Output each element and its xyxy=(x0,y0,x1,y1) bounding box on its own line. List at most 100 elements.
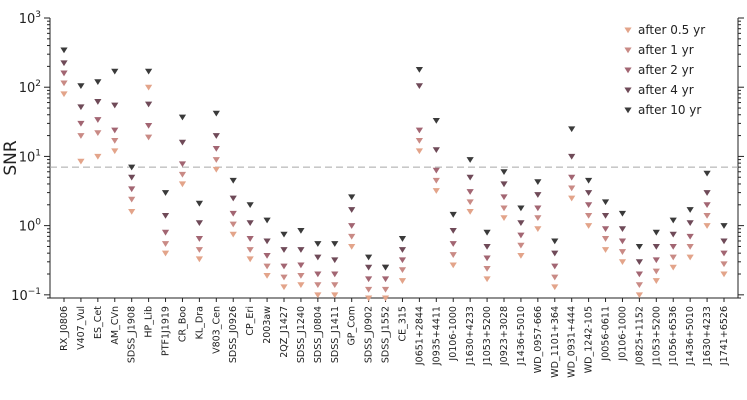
legend-marker xyxy=(624,87,632,94)
data-point-5 xyxy=(449,211,457,218)
data-point-3 xyxy=(381,276,390,283)
data-point-3 xyxy=(145,122,153,129)
x-tick-label: SDSS_J0926 xyxy=(228,306,239,363)
data-point-5 xyxy=(331,241,339,247)
x-tick-label: J1630+4233 xyxy=(465,306,476,366)
data-point-1 xyxy=(297,282,305,288)
data-point-2 xyxy=(551,274,559,281)
data-point-1 xyxy=(618,259,627,266)
data-point-5 xyxy=(652,229,660,236)
data-point-4 xyxy=(483,243,491,250)
data-point-3 xyxy=(686,233,694,240)
x-tick-label: J0825+1152 xyxy=(634,306,645,366)
data-point-2 xyxy=(500,205,508,212)
data-point-3 xyxy=(432,167,440,174)
x-tick-label: V407_Vul xyxy=(76,306,87,350)
data-point-3 xyxy=(568,174,576,181)
x-tick-label: SDSS_J0902 xyxy=(364,306,375,363)
x-tick-label: WD_1242-105 xyxy=(584,306,595,373)
data-point-4 xyxy=(348,207,356,213)
data-point-4 xyxy=(466,174,474,181)
data-point-1 xyxy=(585,223,593,229)
data-point-1 xyxy=(415,148,423,155)
data-point-3 xyxy=(669,243,677,250)
legend-label: after 4 yr xyxy=(638,83,694,97)
data-point-2 xyxy=(534,215,542,221)
data-point-3 xyxy=(703,202,711,209)
data-point-1 xyxy=(314,292,322,299)
data-point-4 xyxy=(246,220,254,227)
y-tick-label: 103 xyxy=(19,10,41,27)
data-point-3 xyxy=(601,226,610,233)
data-point-3 xyxy=(585,202,593,209)
data-point-4 xyxy=(263,238,271,245)
data-point-3 xyxy=(77,120,85,127)
data-point-5 xyxy=(720,223,728,229)
data-point-2 xyxy=(111,137,119,144)
data-point-5 xyxy=(483,229,491,236)
legend-marker xyxy=(624,67,632,74)
x-tick-label: J0106-1000 xyxy=(448,306,459,362)
data-point-1 xyxy=(669,264,677,271)
data-point-5 xyxy=(635,243,643,250)
data-point-4 xyxy=(398,247,407,253)
x-tick-label: J0923+3028 xyxy=(499,306,510,366)
data-point-3 xyxy=(348,223,356,229)
x-tick-label: CP_Eri xyxy=(245,306,256,336)
data-point-2 xyxy=(145,134,153,141)
data-point-2 xyxy=(365,286,373,293)
data-point-3 xyxy=(618,238,627,245)
data-point-2 xyxy=(297,273,305,279)
data-point-1 xyxy=(517,252,525,259)
data-point-2 xyxy=(212,157,220,163)
data-point-2 xyxy=(432,177,440,184)
data-point-1 xyxy=(111,148,119,155)
data-point-3 xyxy=(517,232,525,239)
data-point-1 xyxy=(483,276,491,283)
data-point-4 xyxy=(703,190,711,196)
data-point-3 xyxy=(94,117,102,123)
x-tick-label: SDSS_J0804 xyxy=(313,306,324,363)
x-tick-label: J0106-1000 xyxy=(617,306,628,362)
data-point-4 xyxy=(568,153,576,160)
data-point-2 xyxy=(686,243,694,250)
data-point-2 xyxy=(483,265,491,272)
data-point-1 xyxy=(500,215,508,221)
x-tick-label: GP_Com xyxy=(347,306,358,346)
data-point-5 xyxy=(145,68,153,75)
data-point-4 xyxy=(314,254,322,261)
data-point-4 xyxy=(432,147,440,153)
data-point-4 xyxy=(449,227,457,234)
data-point-1 xyxy=(161,250,170,257)
data-point-5 xyxy=(432,118,440,124)
data-point-5 xyxy=(669,217,677,224)
x-tick-label: RX_J0806 xyxy=(59,306,70,351)
data-point-5 xyxy=(212,110,220,117)
data-point-3 xyxy=(635,271,643,278)
data-point-4 xyxy=(280,247,288,253)
data-point-3 xyxy=(60,70,68,77)
data-point-4 xyxy=(77,104,85,111)
legend-marker xyxy=(624,107,632,114)
x-tick-label: CE_315 xyxy=(397,306,408,342)
data-point-1 xyxy=(331,292,339,299)
data-point-5 xyxy=(601,199,610,206)
data-point-4 xyxy=(145,101,153,108)
x-tick-label: J1741+6526 xyxy=(719,306,730,366)
data-point-2 xyxy=(517,242,525,249)
data-point-4 xyxy=(635,259,643,266)
data-point-3 xyxy=(500,194,508,201)
data-point-1 xyxy=(178,181,187,188)
x-tick-label: SDSS_J1240 xyxy=(296,306,307,363)
data-point-1 xyxy=(145,84,153,91)
data-point-2 xyxy=(331,282,339,288)
data-point-3 xyxy=(178,161,187,168)
x-tick-label: ES_Cet xyxy=(93,306,104,339)
data-point-2 xyxy=(415,137,423,144)
legend-marker xyxy=(624,27,632,34)
data-point-3 xyxy=(415,127,423,134)
data-point-3 xyxy=(365,276,373,283)
data-point-1 xyxy=(466,208,474,215)
data-point-5 xyxy=(348,194,356,201)
y-tick-label: 102 xyxy=(19,79,41,96)
